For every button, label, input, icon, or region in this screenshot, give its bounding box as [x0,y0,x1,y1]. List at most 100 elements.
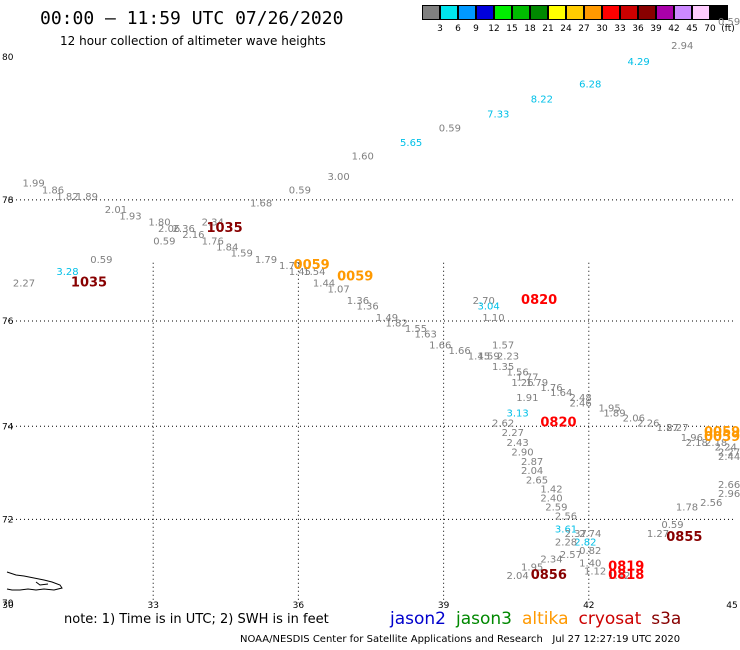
wave-height-value: 0.59 [661,520,683,531]
wave-height-value: 1.80 [148,218,170,229]
wave-height-value: 1.84 [216,243,238,254]
wave-height-value: 2.56 [700,498,722,509]
wave-height-value: 2.65 [526,475,548,486]
wave-height-value: 6.28 [579,80,601,91]
color-scale-label: 36 [632,24,644,34]
pass-time-label: 0059 [704,430,740,445]
wave-height-value: 2.46 [569,398,591,409]
color-scale-label: 27 [578,24,590,34]
wave-height-value: 0.59 [90,255,112,266]
wave-height-value: 2.59 [545,503,567,514]
wave-height-value: 5.65 [400,138,422,149]
color-scale-label: 6 [455,24,461,34]
wave-height-points: 1.991.861.821.892.011.931.802.062.360.59… [13,17,740,582]
wave-height-value: 2.96 [718,489,740,500]
wave-height-value: 1.45 [289,267,311,278]
wave-height-value: 2.56 [555,511,577,522]
credit-line: NOAA/NESDIS Center for Satellite Applica… [240,634,681,645]
wave-height-value: 1.99 [23,179,45,190]
color-scale-swatch [476,5,494,20]
wave-height-value: 2.27 [718,447,740,458]
wave-height-value: 1.78 [676,503,698,514]
wave-height-value: 2.70 [473,296,495,307]
map-grid [8,199,734,603]
color-scale-label: 12 [488,24,500,34]
x-tick-label: 42 [583,601,594,611]
wave-height-value: 0.59 [439,124,461,135]
wave-height-value: 2.27 [666,423,688,434]
wave-height-value: 2.87 [521,457,543,468]
wave-height-value: 1.93 [119,211,141,222]
x-tick-label: 33 [147,601,158,611]
wave-height-value: 1.54 [303,267,325,278]
wave-height-value: 2.94 [671,41,693,52]
wave-height-value: 3.13 [507,408,529,419]
color-scale-label: 30 [596,24,608,34]
color-scale-swatch [566,5,584,20]
color-scale-swatch [494,5,512,20]
pass-time-label: 0820 [521,293,557,308]
footnote: note: 1) Time is in UTC; 2) SWH is in fe… [64,612,329,627]
wave-height-value: 4.29 [628,57,650,68]
wave-height-value: 3.28 [56,267,78,278]
wave-height-value: 2.82 [574,537,596,548]
color-scale-unit: (ft) [721,24,735,34]
wave-height-value: 2.24 [715,443,737,454]
wave-height-value: 2.34 [540,554,562,565]
coastline-shape [6,571,63,591]
legend-jason2: jason2 [390,609,446,629]
pass-time-label: 1035 [71,276,107,291]
wave-height-value: 1.56 [507,367,529,378]
y-tick-label: 70 [2,599,14,609]
wave-height-value: 1.79 [255,255,277,266]
wave-height-value: 2.36 [173,224,195,235]
wave-height-value: 1.64 [550,388,572,399]
wave-height-value: 2.44 [718,452,740,463]
y-tick-label: 74 [2,422,14,432]
wave-height-value: 1.86 [42,185,64,196]
color-scale-label: 42 [668,24,680,34]
color-scale-label: 18 [524,24,536,34]
wave-height-value: 1.89 [603,408,625,419]
wave-height-value: 2.43 [507,438,529,449]
wave-height-value: 1.36 [356,302,378,313]
satellite-legend: jason2 jason3 altika cryosat s3a [390,609,691,629]
wave-height-value: 7.33 [487,109,509,120]
color-scale-label: 24 [560,24,572,34]
color-scale-swatch [458,5,476,20]
pass-time-label: 0059 [294,258,330,273]
pass-time-label: 0059 [337,270,373,285]
wave-height-value: 1.91 [516,393,538,404]
wave-height-value: 1.87 [657,423,679,434]
color-scale-label: 45 [686,24,698,34]
wave-height-value: 2.27 [13,279,35,290]
color-scale-swatch [674,5,692,20]
x-tick-label: 30 [2,601,14,611]
wave-height-value: 1.95 [521,563,543,574]
color-scale-swatch [692,5,710,20]
color-scale-swatch [512,5,530,20]
color-scale-swatch [548,5,566,20]
wave-height-value: 1.49 [376,313,398,324]
x-tick-label: 39 [438,601,450,611]
x-tick-label: 45 [726,601,737,611]
axis-ticks: 30 33 36 39 42 45 70 72 74 76 78 80 [2,53,738,611]
wave-height-value: 1.42 [540,485,562,496]
pass-time-labels: 1035103500590059082008200059005908550819… [71,221,740,583]
pass-time-label: 0818 [608,568,644,583]
wave-height-value: 2.66 [718,480,740,491]
wave-height-value: 2.57 [560,550,582,561]
wave-height-value: 0.59 [718,17,740,28]
wave-height-value: 1.95 [598,403,620,414]
wave-height-value: 1.76 [540,383,562,394]
color-scale-swatch [710,5,728,20]
wave-height-value: 1.76 [202,236,224,247]
wave-height-value: 0.59 [153,236,175,247]
color-scale-swatch [620,5,638,20]
wave-height-value: 1.59 [231,249,253,260]
color-scale-swatch [584,5,602,20]
wave-height-value: 2.37 [565,529,587,540]
wave-height-value: 1.07 [327,284,349,295]
y-tick-label: 76 [2,317,14,327]
